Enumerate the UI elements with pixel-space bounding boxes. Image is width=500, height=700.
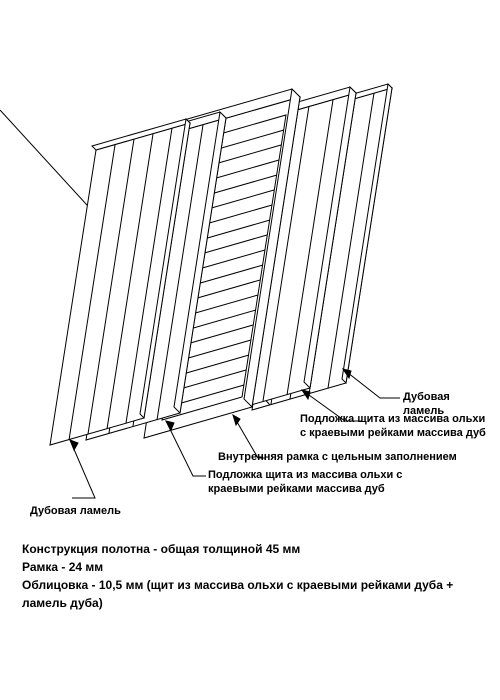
caption-line-3: Облицовка - 10,5 мм (щит из массива ольх… — [22, 576, 478, 612]
label-lamella-left: Дубовая ламель — [30, 505, 140, 519]
caption-2-label: Рамка - — [22, 560, 69, 574]
label-substrate-left: Подложка щита из массива ольхи с краевым… — [208, 469, 458, 497]
label-inner-frame: Внутренняя рамка с цельным заполнением — [218, 451, 488, 465]
caption-line-1: Конструкция полотна - общая толщиной 45 … — [22, 540, 478, 558]
caption-2-value: 24 мм — [69, 560, 103, 574]
caption-1-value: 45 мм — [266, 542, 300, 556]
caption-block: Конструкция полотна - общая толщиной 45 … — [22, 540, 478, 612]
caption-line-2: Рамка - 24 мм — [22, 558, 478, 576]
caption-3-label: Облицовка - — [22, 578, 99, 592]
label-substrate-right: Подложка щита из массива ольхи с краевым… — [300, 413, 495, 441]
diagram-canvas: Дубовая ламель Подложка щита из массива … — [0, 0, 500, 700]
caption-1-label: Конструкция полотна - общая толщиной — [22, 542, 266, 556]
